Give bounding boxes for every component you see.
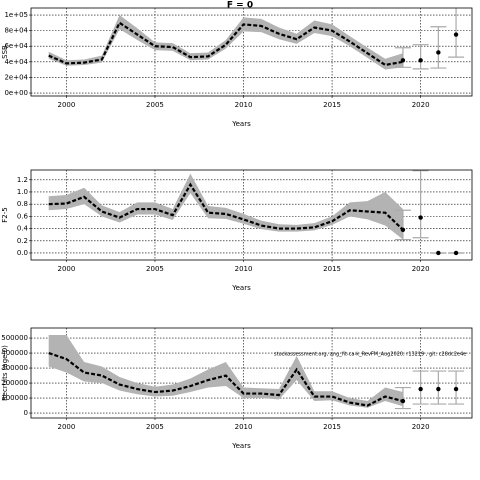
plot-frame: [30, 7, 473, 97]
x-tick-label: 2010: [235, 265, 253, 273]
y-tick-label: 0.4: [17, 225, 29, 233]
chart-title: F = 0: [227, 1, 253, 11]
y-tick-label: 8e+04: [4, 27, 28, 35]
point: [400, 58, 406, 63]
x-axis-label: Years: [231, 120, 251, 128]
y-tick-label: 0: [24, 409, 28, 417]
y-tick-label: 0.8: [17, 200, 28, 208]
x-tick-label: 2015: [323, 265, 341, 273]
x-tick-label: 2005: [146, 101, 164, 109]
y-tick-label: 2e+04: [4, 73, 28, 81]
panel: 0 100000 200000 300000 400000 500000 2000 2005 2…: [1, 327, 473, 450]
point: [418, 215, 423, 220]
point: [400, 227, 406, 232]
y-tick-label: 0.0: [17, 249, 28, 257]
y-tick-label: 300000: [1, 364, 28, 372]
point: [418, 386, 423, 392]
y-axis-label: Recruits (age 0): [1, 345, 9, 401]
x-tick-label: 2005: [146, 265, 164, 273]
x-tick-label: 2015: [323, 423, 341, 431]
estimate-line: [48, 182, 404, 231]
plot-area: [48, 8, 465, 70]
y-tick-label: 1e+05: [4, 11, 28, 19]
point: [436, 386, 441, 392]
y-tick-label: 500000: [1, 334, 28, 342]
confidence-band: [48, 173, 403, 240]
y-tick-label: 0.2: [17, 237, 28, 245]
plot-area: [48, 335, 465, 410]
x-tick-label: 2015: [323, 101, 341, 109]
x-axis-label: Years: [231, 442, 251, 450]
y-tick-label: 6e+04: [4, 42, 28, 50]
x-tick-label: 2005: [146, 423, 164, 431]
y-tick-label: 400000: [1, 349, 28, 357]
x-tick-label: 2020: [412, 101, 430, 109]
point: [436, 250, 441, 256]
x-tick-label: 2020: [412, 265, 430, 273]
y-tick-label: 0.6: [17, 212, 29, 220]
panel: 0.0 0.2 0.4 0.6 0.8 1.0 1.2 2000 2005 2010 2015 202…: [1, 169, 473, 292]
y-axis-label: F2-5: [1, 207, 9, 222]
x-axis-label: Years: [231, 284, 251, 292]
plot-area: [48, 170, 465, 256]
point: [436, 50, 441, 55]
point: [453, 32, 459, 37]
x-tick-label: 2010: [235, 423, 253, 431]
y-tick-label: 100000: [1, 394, 28, 402]
x-tick-label: 2020: [412, 423, 430, 431]
annotation: stockassessment.org, ang_fit-ca-k_RevFM_…: [274, 352, 466, 358]
x-tick-label: 2000: [58, 265, 76, 273]
plot-frame: [30, 169, 473, 261]
point: [400, 398, 406, 404]
plot-frame: [30, 327, 473, 419]
y-axis-label: SSB: [1, 45, 9, 59]
x-tick-label: 2000: [58, 423, 76, 431]
estimate-line: [48, 352, 404, 407]
point: [418, 58, 423, 63]
panel: 0e+00 2e+04 4e+04 6e+04 8e+04 1e+05 2000 2005 20…: [1, 1, 473, 128]
x-tick-label: 2000: [58, 101, 76, 109]
y-tick-label: 1.0: [17, 188, 28, 196]
point: [453, 250, 459, 256]
confidence-band: [48, 15, 403, 70]
y-tick-label: 1.2: [17, 176, 28, 184]
y-tick-label: 0e+00: [4, 89, 28, 97]
y-tick-label: 4e+04: [4, 58, 28, 66]
point: [453, 386, 459, 392]
x-tick-label: 2010: [235, 101, 253, 109]
estimate-line: [48, 21, 404, 67]
confidence-band: [48, 335, 403, 408]
y-tick-label: 200000: [1, 379, 28, 387]
